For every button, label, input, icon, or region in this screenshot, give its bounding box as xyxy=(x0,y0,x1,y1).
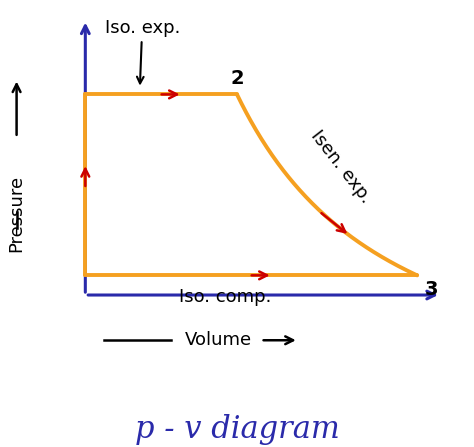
Text: p - v diagram: p - v diagram xyxy=(135,413,339,445)
Text: Iso. comp.: Iso. comp. xyxy=(179,288,271,306)
Text: 2: 2 xyxy=(230,69,244,88)
Text: Volume: Volume xyxy=(184,331,252,349)
Text: Iso. exp.: Iso. exp. xyxy=(104,18,180,84)
Text: Isen. exp.: Isen. exp. xyxy=(307,127,375,207)
Text: 3: 3 xyxy=(425,280,438,299)
Text: Pressure: Pressure xyxy=(8,175,26,252)
